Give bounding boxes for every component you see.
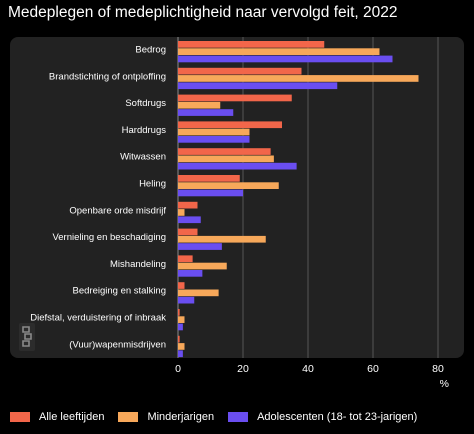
x-tick-label: 0 <box>175 363 181 375</box>
bar <box>178 335 180 343</box>
chart-title: Medeplegen of medeplichtigheid naar verv… <box>8 4 398 21</box>
bar <box>178 270 203 277</box>
bar <box>178 75 419 82</box>
bar <box>178 228 198 236</box>
bar <box>178 296 195 304</box>
bar <box>178 216 201 224</box>
bar <box>178 255 193 263</box>
category-label: Witwassen <box>120 152 166 163</box>
legend-swatch <box>118 412 139 422</box>
x-tick-label: 40 <box>302 363 314 375</box>
category-label: Heling <box>139 179 166 190</box>
category-label: Vernieling en beschadiging <box>52 232 166 243</box>
bar <box>178 155 274 163</box>
bar <box>178 101 221 109</box>
bar <box>178 128 250 136</box>
legend-item-adolescenten: Adolescenten (18- tot 23-jarigen) <box>228 411 417 423</box>
bar <box>178 282 185 289</box>
category-label: Openbare orde misdrijf <box>69 205 166 216</box>
legend-swatch <box>10 412 30 422</box>
bar <box>178 182 279 189</box>
bar <box>178 289 219 297</box>
category-label: Brandstichting of ontploffing <box>49 71 166 82</box>
legend-label: Alle leeftijden <box>39 411 105 423</box>
bar <box>178 41 325 48</box>
category-label: Softdrugs <box>125 98 166 109</box>
chart-legend: Alle leeftijden Minderjarigen Adolescent… <box>10 409 431 425</box>
bar <box>178 109 234 116</box>
bar <box>178 309 180 316</box>
bar <box>178 175 240 182</box>
bar <box>178 323 183 331</box>
bar <box>178 201 198 209</box>
bar <box>178 148 271 155</box>
bar <box>178 136 250 143</box>
x-tick-label: 20 <box>237 363 249 375</box>
category-label: (Vuur)wapenmisdrijven <box>69 339 166 350</box>
legend-item-alle-leeftijden: Alle leeftijden <box>10 411 104 423</box>
bar <box>178 67 302 75</box>
bar <box>178 189 243 197</box>
bar <box>178 94 292 102</box>
category-label: Bedreiging en stalking <box>73 286 166 297</box>
bar <box>178 55 393 63</box>
cbs-logo-icon <box>19 323 35 351</box>
x-axis-unit: % <box>440 378 449 390</box>
legend-item-minderjarigen: Minderjarigen <box>118 411 214 423</box>
bar <box>178 316 185 323</box>
category-label: Bedrog <box>135 45 166 56</box>
chart-panel <box>10 37 464 358</box>
legend-label: Adolescenten (18- tot 23-jarigen) <box>257 411 418 423</box>
bar <box>178 235 266 243</box>
bar <box>178 82 338 90</box>
bar <box>178 262 227 270</box>
bar <box>178 121 282 129</box>
bar <box>178 162 297 170</box>
bar <box>178 209 185 216</box>
legend-label: Minderjarigen <box>147 411 215 423</box>
bar <box>178 343 185 350</box>
x-tick-label: 60 <box>367 363 379 375</box>
bar <box>178 350 183 358</box>
legend-swatch <box>228 412 249 422</box>
category-label: Diefstal, verduistering of inbraak <box>30 313 166 324</box>
x-tick-label: 80 <box>432 363 444 375</box>
bar <box>178 243 222 250</box>
category-label: Mishandeling <box>110 259 166 270</box>
category-label: Harddrugs <box>122 125 167 136</box>
bar <box>178 48 380 55</box>
